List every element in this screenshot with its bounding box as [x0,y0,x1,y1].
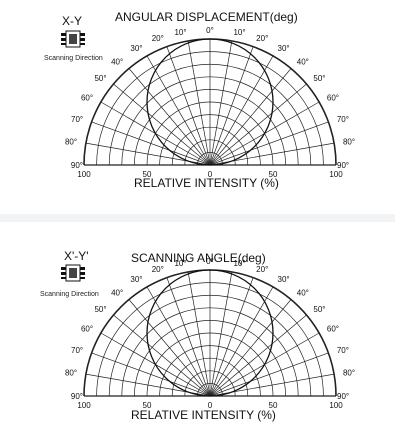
angle-tick-label: 50° [313,305,325,314]
intensity-tick-label: 0 [208,401,213,410]
grid-spoke [209,68,292,166]
angle-tick-label: 70° [337,346,349,355]
angle-tick-label: 80° [65,138,77,147]
intensity-tick-label: 50 [269,170,278,179]
chart-title: ANGULAR DISPLACEMENT(deg) [115,10,298,24]
angle-tick-label: 50° [94,74,106,83]
intensity-pattern-curve [146,38,274,166]
angle-tick-label: 10° [174,28,186,37]
polar-radiation-diagram: 90° 80° 70° 60° 50° 40° 30° 20° 10° 0° 10° 20° 30° 40… [65,26,355,179]
angle-tick-label: 30° [130,44,142,53]
chart-title: SCANNING ANGLE(deg) [131,251,266,265]
grid-spoke [113,83,211,166]
intensity-tick-label: 50 [143,170,152,179]
grid-spoke [187,40,211,166]
grid-spoke [187,271,211,397]
grid-spoke [209,55,274,166]
angle-tick-label: 90° [337,392,349,401]
intensity-tick-label: 100 [329,401,343,410]
grid-spoke [166,46,211,166]
grid-spoke [146,55,211,166]
angle-tick-label: 90° [71,392,83,401]
intensity-tick-label: 50 [269,401,278,410]
angle-tick-label: 20° [256,265,268,274]
polar-grid: 90° 80° 70° 60° 50° 40° 30° 20° 10° 0° 10° 20° 30° 40… [65,257,355,410]
grid-spoke [209,46,254,166]
angle-tick-label: 30° [278,275,290,284]
intensity-tick-label: 0 [208,170,213,179]
grid-spoke [209,314,307,397]
angle-tick-label: 80° [65,369,77,378]
intensity-pattern-curve [146,269,274,397]
grid-spoke [209,299,292,397]
angle-tick-label: 30° [278,44,290,53]
angle-tick-label: 10° [233,259,245,268]
intensity-axis-label: RELATIVE INTENSITY (%) [131,408,276,422]
panel-separator [0,214,395,222]
angle-tick-label: 20° [256,34,268,43]
angle-tick-label: 70° [71,115,83,124]
grid-spoke [128,68,211,166]
axis-label: X'-Y' [64,249,89,263]
grid-spoke [91,121,211,166]
axis-label: X-Y [62,14,83,28]
polar-grid: 90° 80° 70° 60° 50° 40° 30° 20° 10° 0° 10° 20° 30° 40… [65,26,355,179]
angle-tick-label: 20° [152,265,164,274]
grid-spoke [209,121,329,166]
angle-tick-label: 40° [111,289,123,298]
radiation-pattern-panel-xy: X-Y Scanning Direction ANGULAR DISPLACEM… [0,0,395,214]
angle-tick-label: 40° [297,289,309,298]
angle-tick-label: 20° [152,34,164,43]
angle-tick-label: 90° [71,161,83,170]
angle-tick-label: 80° [343,138,355,147]
angle-tick-label: 70° [71,346,83,355]
grid-spoke [209,277,254,397]
angle-tick-label: 50° [94,305,106,314]
angle-tick-label: 0° [206,26,214,35]
angle-tick-label: 80° [343,369,355,378]
angle-tick-label: 40° [111,58,123,67]
led-package-icon [60,262,86,289]
angle-tick-label: 60° [81,94,93,103]
angle-tick-label: 90° [337,161,349,170]
grid-spoke [209,83,307,166]
angle-tick-label: 70° [337,115,349,124]
angle-tick-label: 60° [327,325,339,334]
scanning-direction-label: Scanning Direction [44,55,103,62]
intensity-axis-label: RELATIVE INTENSITY (%) [134,176,279,190]
grid-spoke [113,314,211,397]
polar-radiation-diagram: 90° 80° 70° 60° 50° 40° 30° 20° 10° 0° 10° 20° 30° 40… [65,257,355,410]
grid-spoke [209,352,329,397]
angle-tick-label: 30° [130,275,142,284]
grid-spoke [166,277,211,397]
intensity-tick-label: 100 [77,170,91,179]
grid-spoke [146,286,211,397]
angle-tick-label: 0° [206,257,214,266]
grid-spoke [209,286,274,397]
intensity-tick-label: 100 [77,401,91,410]
angle-tick-label: 60° [81,325,93,334]
radiation-pattern-panel-xy-prime: X'-Y' Scanning Direction SCANNING ANGLE(… [0,222,395,430]
angle-tick-label: 10° [174,259,186,268]
grid-spoke [209,271,233,397]
grid-spoke [128,299,211,397]
angle-tick-label: 10° [233,28,245,37]
intensity-tick-label: 100 [329,170,343,179]
led-package-icon [60,28,86,55]
grid-spoke [209,40,233,166]
scanning-direction-label: Scanning Direction [40,291,99,298]
angle-tick-label: 40° [297,58,309,67]
angle-tick-label: 50° [313,74,325,83]
angle-tick-label: 60° [327,94,339,103]
intensity-tick-label: 50 [143,401,152,410]
grid-spoke [91,352,211,397]
